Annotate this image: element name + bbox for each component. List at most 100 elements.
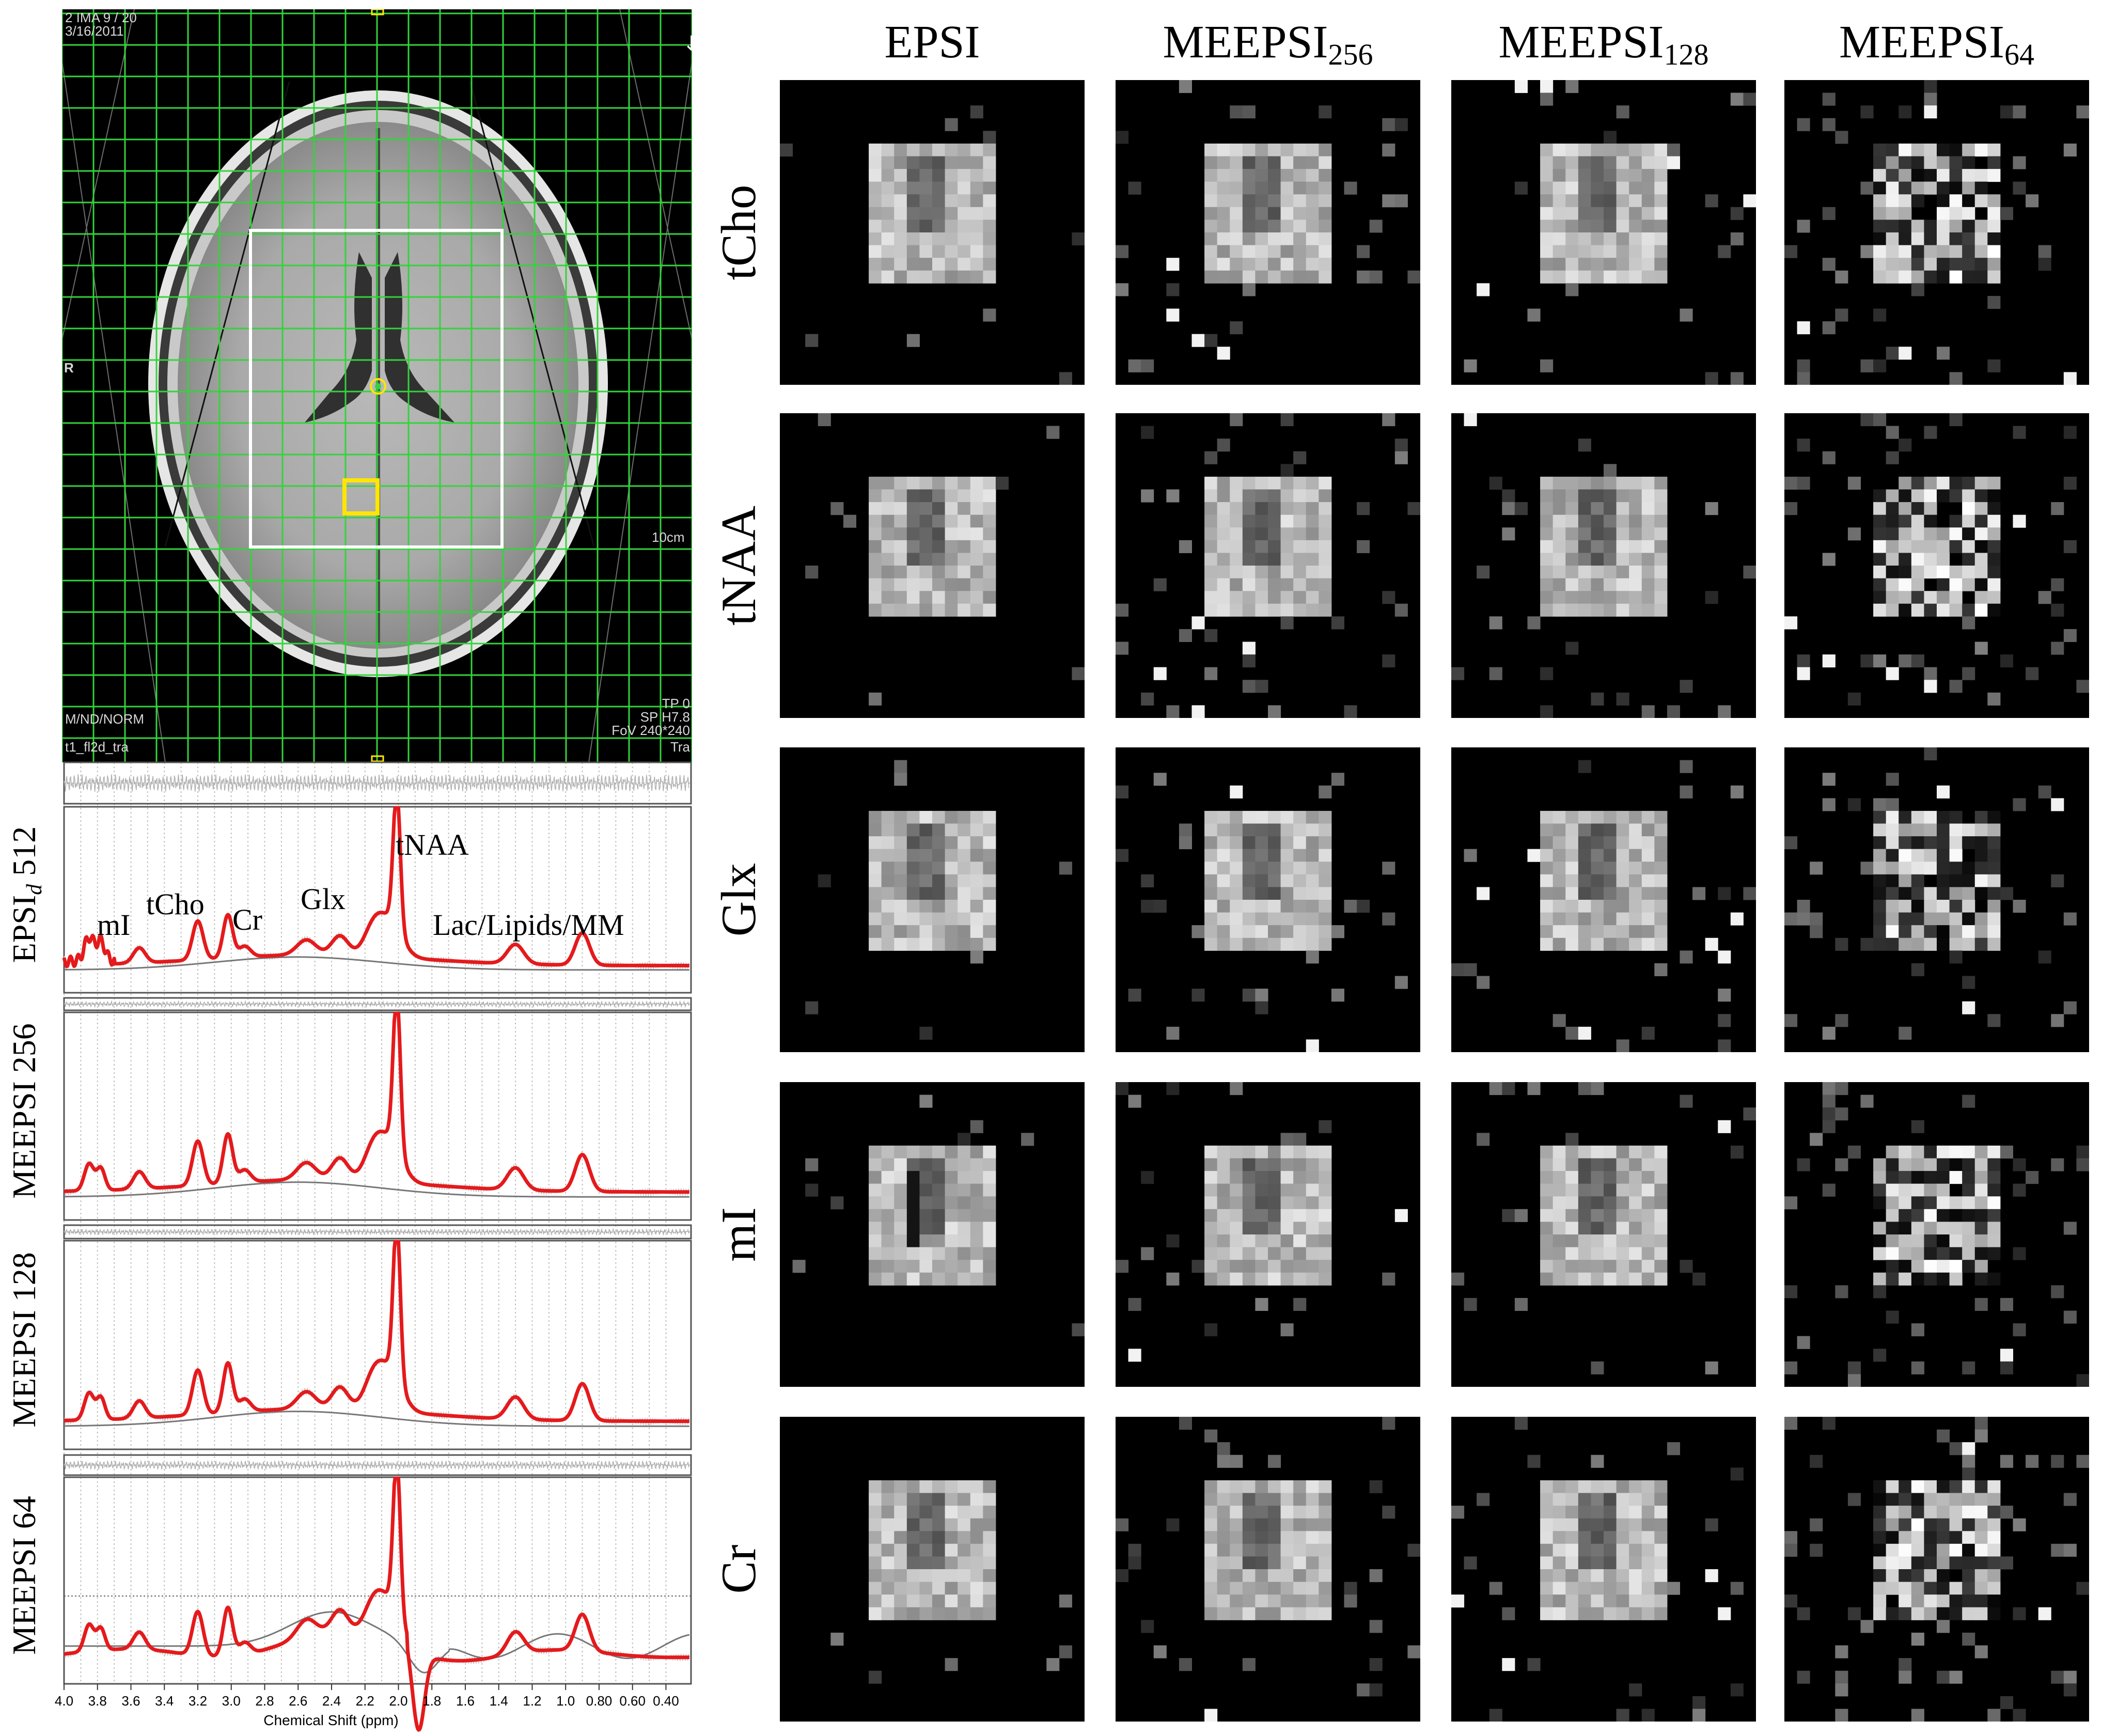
saturation-band-lines xyxy=(164,81,595,547)
x-tick-label: 4.0 xyxy=(55,1693,73,1709)
fit-curve xyxy=(62,806,691,968)
column-header: MEEPSI128 xyxy=(1498,17,1709,71)
metabolite-map-tile xyxy=(780,1082,1085,1387)
x-tick-label: 1.8 xyxy=(422,1693,441,1709)
column-header: EPSI xyxy=(884,17,980,68)
bottom-marker xyxy=(371,755,384,762)
mri-norm-label: M/ND/NORM xyxy=(65,711,145,727)
row-label: Cr xyxy=(711,1544,766,1594)
metabolite-map-tile xyxy=(1451,1417,1756,1722)
column-header: MEEPSI64 xyxy=(1839,17,2035,71)
spectrum-row-label: MEEPSI 64 xyxy=(6,1496,42,1655)
spectrum-frame xyxy=(63,806,692,994)
voi-box xyxy=(249,229,504,549)
peak-label-tcho: tCho xyxy=(146,887,205,921)
metabolite-map-tile xyxy=(780,747,1085,1052)
x-tick-label: 2.2 xyxy=(356,1693,374,1709)
x-tick-label: 3.4 xyxy=(155,1693,174,1709)
mri-series-label: 2 IMA 9 / 20 xyxy=(65,10,137,25)
mri-sequence-label: t1_fl2d_tra xyxy=(65,739,129,755)
mri-plane-label: Tra xyxy=(670,739,690,755)
baseline-curve xyxy=(64,1611,690,1674)
metabolite-map-tile xyxy=(1784,80,2089,385)
mri-fov-label: FoV 240*240 xyxy=(611,723,690,738)
spectra-labels: EPSId 512 MEEPSI 256 MEEPSI 128 MEEPSI 64 mI… xyxy=(6,826,624,1655)
fit-curve xyxy=(63,1011,691,1194)
metabolite-map-tile xyxy=(780,413,1085,718)
peak-label-tnaa: tNAA xyxy=(396,828,469,862)
x-tick-label: 1.4 xyxy=(490,1693,508,1709)
peak-label-cr: Cr xyxy=(232,903,262,936)
raw-spectrum xyxy=(64,1241,690,1426)
x-tick-label: 0.40 xyxy=(653,1693,679,1709)
mri-tp-label: TP 0 xyxy=(662,696,690,711)
x-tick-label: 1.6 xyxy=(456,1693,475,1709)
metabolite-map-tile xyxy=(1116,80,1420,385)
metabolite-map-tile xyxy=(780,80,1085,385)
mri-orientation-marker: R xyxy=(64,360,74,376)
row-label: mI xyxy=(711,1207,766,1262)
center-marker xyxy=(370,378,386,395)
spectrum-row-label: EPSId 512 xyxy=(6,826,46,963)
metabolite-map-tile xyxy=(780,1417,1085,1722)
mri-date-label: 3/16/2011 xyxy=(65,23,124,39)
metabolite-map-tile xyxy=(1116,747,1420,1052)
x-tick-label: 1.2 xyxy=(523,1693,541,1709)
x-tick-label: 3.6 xyxy=(121,1693,140,1709)
spectrum-frame xyxy=(63,1011,692,1221)
mri-sp-label: SP H7.8 xyxy=(640,709,690,725)
column-header: MEEPSI256 xyxy=(1163,17,1373,71)
metabolite-map-tile xyxy=(1784,747,2089,1052)
left-ventricle xyxy=(305,252,372,423)
spectrum-row-label: MEEPSI 128 xyxy=(6,1252,42,1428)
oblique-guides xyxy=(62,9,692,762)
spectrum-frame xyxy=(63,1240,692,1450)
metabolite-map-tile xyxy=(1116,1082,1420,1387)
spectra-x-axis: 4.0 3.8 3.6 3.4 3.2 3.0 2.8 2.6 2.4 2.2 2.0 1.8 1.6 1… xyxy=(55,1684,679,1728)
row-label: tNAA xyxy=(711,505,766,626)
csi-grid xyxy=(62,9,692,762)
spectrum-frame xyxy=(63,1476,692,1685)
residual-trace xyxy=(64,1460,689,1471)
x-tick-label: 0.60 xyxy=(619,1693,646,1709)
spectra-gridlines xyxy=(64,762,667,1684)
x-tick-label: 2.4 xyxy=(322,1693,341,1709)
fit-curve xyxy=(63,1240,691,1424)
peak-label-lac: Lac/Lipids/MM xyxy=(433,908,624,942)
metabolite-map-tile xyxy=(1784,1082,2089,1387)
peak-label-mi: mI xyxy=(97,908,130,942)
x-axis-label: Chemical Shift (ppm) xyxy=(263,1712,398,1728)
baseline-curve xyxy=(64,1181,689,1198)
selected-voxel xyxy=(342,478,380,515)
raw-spectrum xyxy=(64,1013,690,1196)
baseline-curve xyxy=(64,956,689,971)
residual-trace xyxy=(64,1000,689,1008)
mri-scale-label: 10cm xyxy=(652,529,685,545)
residual-trace xyxy=(64,774,689,792)
spectra-figure: EPSId 512 MEEPSI 256 MEEPSI 128 MEEPSI 64 mI… xyxy=(6,761,692,1733)
center-marker-dot xyxy=(375,383,381,389)
x-tick-label: 2.0 xyxy=(389,1693,407,1709)
metabolite-map-tile xyxy=(1784,413,2089,718)
metabolite-map-tile xyxy=(1451,413,1756,718)
spectra-curves xyxy=(62,774,691,1733)
x-tick-label: 3.2 xyxy=(189,1693,207,1709)
metabolite-map-tile xyxy=(1451,1082,1756,1387)
x-tick-label: 2.6 xyxy=(289,1693,307,1709)
x-tick-label: 1.0 xyxy=(556,1693,575,1709)
metabolite-map-tile xyxy=(1451,747,1756,1052)
row-label: Glx xyxy=(711,863,766,937)
row-label: tCho xyxy=(711,184,766,280)
metabolite-map-tile xyxy=(1451,80,1756,385)
metabolite-map-tile xyxy=(1116,413,1420,718)
metabolite-map-tile xyxy=(1116,1417,1420,1722)
right-ventricle xyxy=(385,252,454,423)
peak-label-glx: Glx xyxy=(301,882,346,916)
fit-curve xyxy=(63,1476,691,1732)
x-tick-label: 0.80 xyxy=(586,1693,613,1709)
mri-localizer: ↓ 2 IMA 9 / 20 3/16/2011 R 10cm M/ND/NOR… xyxy=(62,9,692,762)
spectrum-row-label: MEEPSI 256 xyxy=(6,1023,42,1199)
x-tick-label: 3.0 xyxy=(222,1693,241,1709)
x-tick-label: 3.8 xyxy=(88,1693,107,1709)
